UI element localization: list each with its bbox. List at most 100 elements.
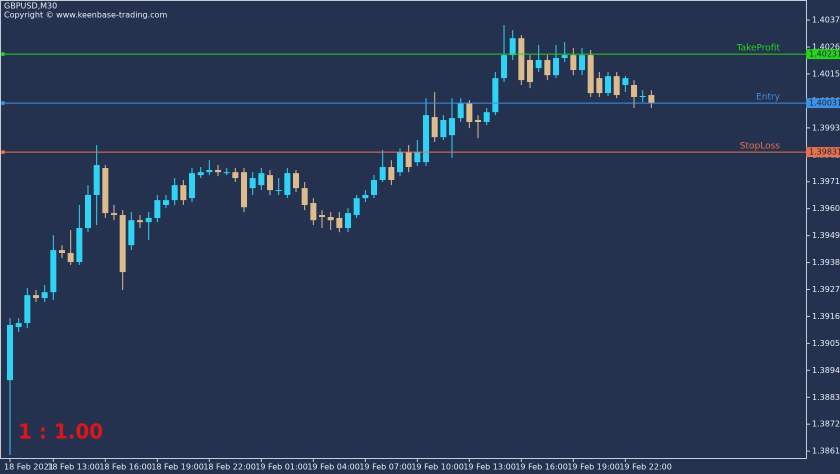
candle-body — [241, 172, 248, 208]
candle-body — [345, 213, 352, 229]
x-tick-label: 19 Feb 07:00 — [359, 463, 411, 472]
candle-body — [353, 198, 360, 216]
candle-body — [466, 103, 473, 122]
x-tick-label: 19 Feb 19:00 — [567, 463, 619, 472]
level-anchor — [1, 150, 5, 155]
candle-body — [397, 152, 404, 173]
candle-body — [145, 217, 152, 223]
candle-body — [223, 172, 230, 174]
level-name: Entry — [756, 93, 781, 103]
candle-body — [570, 55, 577, 71]
level-price: 1.39831 — [809, 148, 840, 157]
y-tick-label: 1.38940 — [812, 366, 840, 375]
y-tick-label: 1.40260 — [812, 43, 840, 52]
x-tick-label: 19 Feb 22:00 — [619, 463, 671, 472]
y-tick-label: 1.39490 — [812, 231, 840, 240]
candle-body — [596, 78, 603, 94]
x-tick-label: 18 Feb 16:00 — [99, 463, 151, 472]
y-tick-label: 1.39600 — [812, 204, 840, 213]
candle-body — [232, 172, 239, 179]
y-tick-label: 1.39270 — [812, 285, 840, 294]
level-price: 1.40031 — [809, 99, 840, 108]
candle-body — [93, 165, 100, 195]
candle-body — [59, 250, 66, 254]
candle-body — [171, 185, 178, 201]
candle-body — [327, 216, 334, 221]
candle-body — [501, 55, 508, 79]
candle-body — [293, 173, 300, 189]
y-tick-label: 1.39710 — [812, 177, 840, 186]
candle-body — [509, 38, 516, 56]
candle-body — [518, 38, 525, 81]
x-tick-label: 19 Feb 10:00 — [411, 463, 463, 472]
candle-body — [639, 96, 646, 98]
candle-body — [215, 169, 222, 173]
plot-frame — [0, 0, 807, 459]
candle-body — [622, 78, 629, 85]
candle-body — [180, 185, 187, 201]
candle-body — [379, 167, 386, 181]
candle-body — [579, 55, 586, 71]
candle-body — [128, 220, 135, 246]
candle-body — [275, 190, 282, 192]
candle-body — [431, 117, 438, 138]
y-tick-label: 1.38830 — [812, 393, 840, 402]
candle-body — [561, 55, 568, 59]
level-price-box — [806, 98, 840, 109]
level-name: TakeProfit — [736, 44, 781, 54]
candle-body — [301, 188, 308, 205]
y-tick-label: 1.39930 — [812, 123, 840, 132]
x-tick-label: 19 Feb 01:00 — [255, 463, 307, 472]
y-tick-label: 1.40150 — [812, 69, 840, 78]
candle-body — [587, 55, 594, 94]
candle-body — [362, 194, 369, 199]
candle-body — [163, 200, 170, 205]
candle-body — [76, 228, 83, 263]
candle-body — [154, 200, 161, 218]
candle-body — [336, 217, 343, 229]
candle-body — [258, 173, 265, 186]
x-tick-label: 19 Feb 04:00 — [307, 463, 359, 472]
chart-title: GBPUSD,M30 — [4, 2, 57, 11]
candle-body — [388, 167, 395, 181]
candle-body — [648, 95, 655, 104]
y-tick-label: 1.38610 — [812, 447, 840, 456]
level-price-box — [806, 49, 840, 60]
x-tick-label: 18 Feb 2021 — [4, 463, 54, 472]
y-tick-label: 1.39160 — [812, 312, 840, 321]
candle-body — [414, 152, 421, 163]
y-tick-label: 1.38720 — [812, 420, 840, 429]
y-tick-label: 1.39050 — [812, 339, 840, 348]
candle-body — [371, 180, 378, 195]
level-name: StopLoss — [740, 142, 781, 152]
level-anchor — [1, 101, 5, 106]
x-tick-label: 18 Feb 13:00 — [47, 463, 99, 472]
x-tick-label: 18 Feb 19:00 — [151, 463, 203, 472]
level-price: 1.40231 — [809, 50, 840, 59]
x-tick-label: 18 Feb 22:00 — [203, 463, 255, 472]
candle-body — [67, 253, 74, 263]
candle-body — [119, 215, 126, 273]
candle-body — [24, 295, 31, 324]
candle-body — [7, 325, 13, 381]
candle-body — [137, 220, 144, 223]
candle-body — [319, 215, 326, 217]
candle-body — [85, 194, 92, 229]
candle-body — [457, 103, 464, 119]
y-tick-label: 1.39380 — [812, 258, 840, 267]
candle-body — [449, 118, 456, 136]
candle-body — [189, 173, 196, 199]
candle-body — [527, 60, 534, 83]
candle-body — [102, 168, 109, 214]
candle-body — [41, 292, 48, 299]
candle-body — [249, 178, 256, 189]
candle-body — [267, 175, 274, 191]
candle-body — [440, 120, 447, 138]
candle-body — [111, 213, 118, 216]
candle-body — [613, 76, 620, 96]
candle-body — [50, 250, 57, 293]
candle-body — [492, 78, 499, 113]
